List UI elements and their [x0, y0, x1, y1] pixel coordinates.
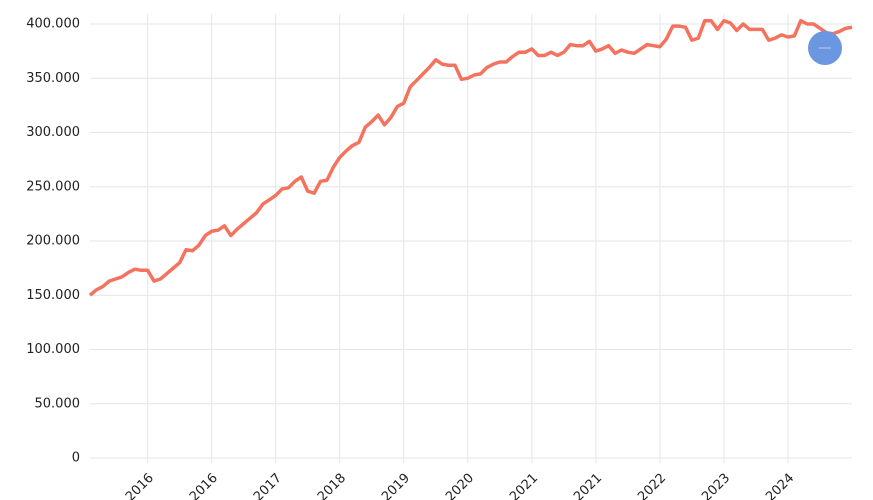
x-tick-label: 2017	[251, 471, 285, 500]
y-tick-label: 250.000	[26, 179, 80, 194]
x-tick-label: 2020	[443, 471, 477, 500]
x-tick-label: 2021	[507, 471, 541, 500]
x-tick-label: 2018	[315, 471, 349, 500]
x-tick-label: 2016	[123, 471, 157, 500]
marks	[88, 18, 853, 297]
scroll-button[interactable]	[808, 31, 842, 65]
x-tick-label: 2023	[699, 471, 733, 500]
x-tick-label: 2022	[635, 471, 669, 500]
x-tick-label: 2021	[571, 471, 605, 500]
y-tick-label: 300.000	[26, 125, 80, 140]
y-tick-label: 50.000	[35, 396, 81, 411]
y-tick-label: 100.000	[26, 342, 80, 357]
y-tick-label: 400.000	[26, 17, 80, 32]
x-tick-label: 2019	[379, 471, 413, 500]
y-tick-label: 350.000	[26, 71, 80, 86]
data-line	[88, 18, 853, 297]
x-tick-label: 2024	[763, 471, 797, 500]
grid	[90, 14, 852, 463]
y-tick-label: 0	[72, 451, 80, 466]
x-tick-label: 2016	[187, 471, 221, 500]
y-tick-label: 200.000	[26, 234, 80, 249]
y-tick-label: 150.000	[26, 288, 80, 303]
labels: 0 50.000 100.000 150.000 200.000 250.000 300.0…	[26, 17, 797, 500]
